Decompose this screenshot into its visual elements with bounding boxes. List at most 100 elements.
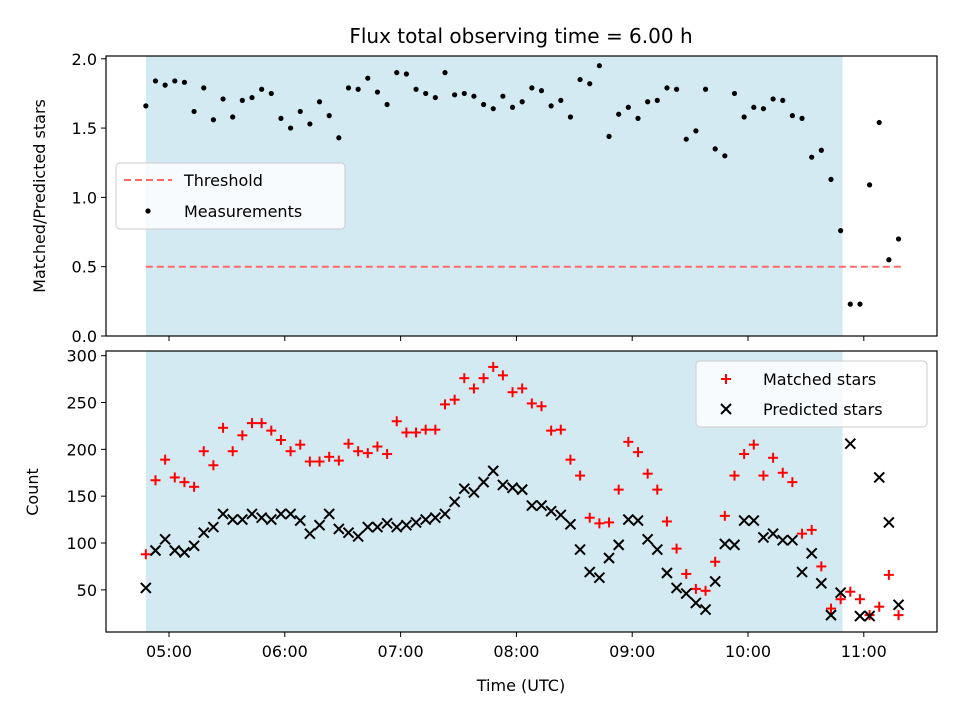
measurement-point [596,63,602,69]
matched-star-point [353,446,364,457]
predicted-star-point [159,533,171,545]
predicted-star-point [391,521,403,533]
bottom-y-tick-label: 50 [77,581,97,600]
measurement-point [693,128,699,134]
matched-star-point [266,425,277,436]
predicted-star-point [468,486,480,499]
predicted-star-point [140,582,152,594]
measurement-point [519,99,525,105]
measurement-point [780,97,786,103]
measurement-point [509,104,516,110]
measurement-point [336,135,342,141]
legend-measurements-label: Measurements [184,202,302,221]
matched-star-point [710,556,721,567]
measurement-point [191,108,197,115]
predicted-star-point [371,521,384,533]
matched-star-point [652,484,663,495]
matched-star-point [787,477,798,488]
measurement-point [143,103,149,109]
matched-star-point [671,543,682,554]
x-tick-label: 08:00 [493,642,539,661]
legend-measurements-swatch [145,208,151,214]
predicted-star-point [207,521,220,533]
measurement-point [442,70,448,76]
measurement-point [403,71,409,77]
predicted-star-point [699,603,712,616]
predicted-star-point [883,516,895,529]
matched-star-point [661,516,672,527]
matched-star-point [430,424,441,435]
measurement-point [838,228,844,234]
matched-star-point [372,441,383,452]
top-legend-box [115,162,346,230]
matched-star-point [845,586,856,597]
measurement-point [201,85,207,91]
matched-star-point [526,398,537,409]
predicted-star-point [632,514,644,527]
measurement-point [664,85,670,91]
matched-star-point [140,549,151,560]
top-legend: Threshold Measurements [115,162,346,230]
predicted-star-point [670,582,683,594]
top-y-tick-label: 1.5 [72,119,97,138]
predicted-star-point [429,512,442,524]
predicted-star-point [226,513,239,526]
predicted-star-point [825,609,837,621]
measurement-point [886,257,892,263]
bottom-y-tick-label: 300 [66,347,97,366]
x-axis-label: Time (UTC) [476,676,565,695]
predicted-star-point [603,552,615,564]
matched-star-point [835,594,846,605]
matched-star-point [208,460,219,471]
matched-star-point [604,517,615,528]
matched-star-point [150,475,161,486]
bottom-y-tick-label: 100 [66,534,97,553]
measurement-point [394,70,400,76]
matched-star-point [797,528,808,539]
measurement-point [818,147,824,153]
measurement-point [432,94,438,101]
predicted-star-point [497,479,509,491]
predicted-star-point [477,476,490,488]
matched-star-point [613,484,624,495]
predicted-star-point [458,482,470,495]
matched-star-point [314,456,325,467]
measurement-point [423,90,429,97]
matched-star-point [700,585,711,596]
measurement-point [548,103,554,109]
matched-star-point [777,467,788,478]
predicted-star-point [419,513,432,526]
predicted-star-point [892,599,905,611]
measurement-point [866,182,873,188]
measurement-point [789,113,795,119]
x-tick-label: 09:00 [609,642,655,661]
matched-star-point [739,449,750,460]
predicted-star-point [728,539,741,551]
predicted-star-point [178,546,191,559]
predicted-star-point [767,527,779,540]
predicted-star-point [198,527,210,539]
predicted-star-point [410,516,422,529]
measurement-point [297,108,303,115]
measurement-point [538,88,545,94]
chart-title: Flux total observing time = 6.00 h [349,24,692,48]
measurement-point [500,93,506,99]
predicted-star-point [805,547,818,560]
measurement-point [654,97,660,103]
measurement-point [355,86,361,92]
x-tick-label: 10:00 [725,642,771,661]
predicted-star-point [323,508,335,520]
matched-star-point [594,518,605,529]
predicted-star-point [284,508,297,520]
matched-star-point [198,446,209,457]
bottom-y-axis-label: Count [23,468,42,516]
matched-star-point [256,418,267,429]
predicted-star-point [873,471,885,484]
predicted-star-point [381,517,393,530]
measurement-point [326,113,332,119]
matched-star-point [420,424,431,435]
measurement-point [259,86,265,92]
predicted-star-point [709,575,721,588]
matched-star-point [883,569,894,580]
measurement-point [287,125,294,131]
